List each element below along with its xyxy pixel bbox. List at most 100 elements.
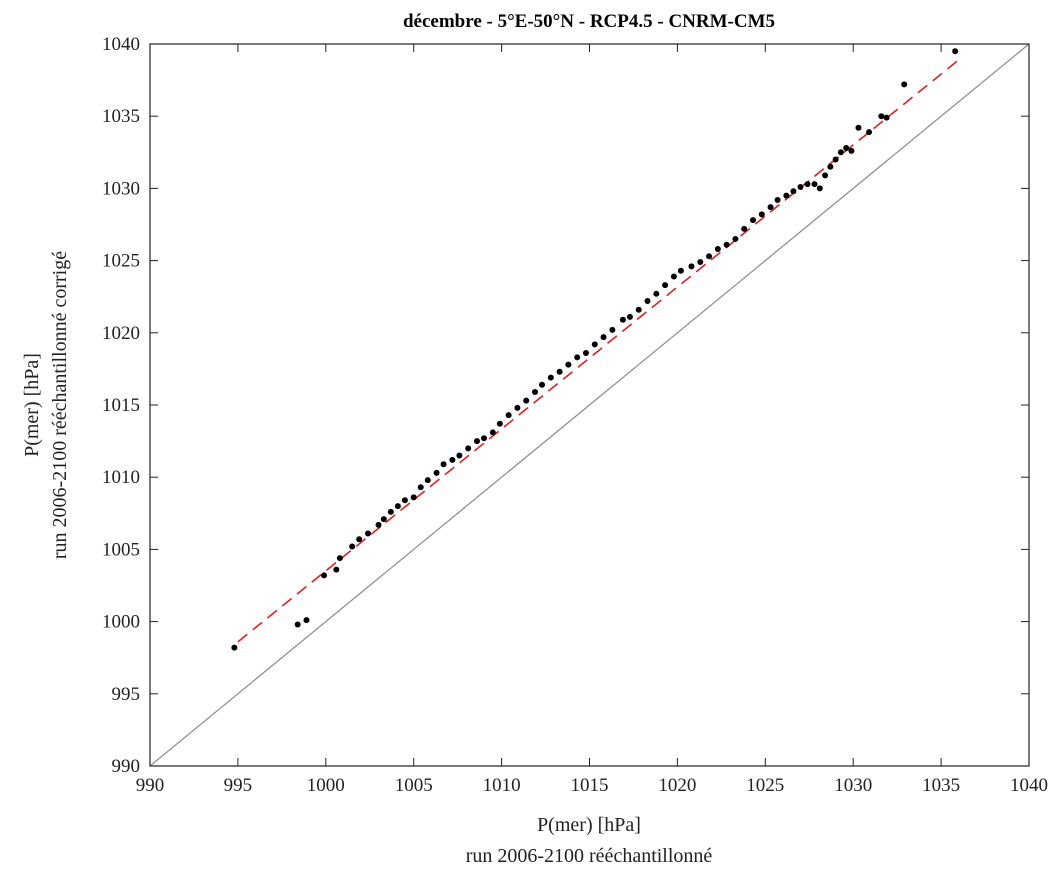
data-point — [767, 204, 774, 211]
data-point — [952, 48, 959, 55]
data-point — [303, 617, 310, 624]
identity-line — [149, 43, 1030, 767]
data-point — [433, 469, 440, 476]
y-tick-label: 1010 — [102, 467, 140, 488]
data-point — [523, 397, 530, 404]
y-tick-label: 1040 — [102, 34, 140, 55]
data-point — [901, 81, 908, 88]
data-point — [600, 334, 607, 341]
x-tick-label: 1030 — [834, 775, 872, 796]
data-point — [677, 267, 684, 274]
data-point — [440, 461, 447, 468]
data-point — [644, 298, 651, 305]
x-axis-label-line2: run 2006-2100 rééchantillonné — [466, 845, 713, 867]
data-point — [811, 181, 818, 188]
chart-title: décembre - 5°E-50°N - RCP4.5 - CNRM-CM5 — [403, 11, 775, 32]
data-point — [410, 494, 417, 501]
data-point — [424, 477, 431, 484]
data-point — [582, 350, 589, 357]
data-point — [732, 235, 739, 242]
y-tick-label: 990 — [112, 756, 141, 777]
x-tick-label: 1025 — [746, 775, 784, 796]
data-point — [231, 644, 238, 651]
data-point — [866, 129, 873, 136]
data-point — [496, 420, 503, 427]
data-point — [449, 456, 456, 463]
fit-line — [237, 59, 960, 643]
data-point — [532, 389, 539, 396]
data-point — [591, 341, 598, 348]
identity-layer — [149, 43, 1030, 767]
data-point — [565, 361, 572, 368]
data-point — [653, 290, 660, 297]
x-tick-label: 1035 — [922, 775, 960, 796]
data-point — [473, 438, 480, 445]
data-point — [465, 445, 472, 452]
data-point — [294, 621, 301, 628]
x-tick-label: 1005 — [395, 775, 433, 796]
data-point — [822, 172, 829, 179]
points-layer — [231, 48, 959, 651]
data-point — [364, 530, 371, 537]
data-point — [883, 114, 890, 121]
plot-area — [149, 43, 1030, 767]
data-point — [375, 521, 382, 528]
data-point — [505, 412, 512, 419]
data-point — [878, 113, 885, 120]
data-point — [848, 147, 855, 154]
data-point — [514, 404, 521, 411]
data-point — [706, 253, 713, 260]
y-tick-label: 1005 — [102, 539, 140, 560]
data-point — [387, 508, 394, 515]
data-point — [356, 536, 363, 543]
y-tick-label: 1015 — [102, 395, 140, 416]
data-point — [758, 211, 765, 218]
y-tick-label: 1000 — [102, 612, 140, 633]
data-point — [417, 484, 424, 491]
x-tick-label: 990 — [136, 775, 165, 796]
x-axis-ticks: 990 995 1000 1005 1010 1015 1020 1025 1030 1035 10… — [136, 44, 1048, 796]
y-axis-ticks: 990 995 1000 1005 1010 1015 1020 1025 1030 1035 10… — [102, 34, 1029, 777]
data-point — [336, 555, 343, 562]
data-point — [539, 381, 546, 388]
data-point — [547, 374, 554, 381]
data-point — [489, 429, 496, 436]
x-tick-label: 1010 — [483, 775, 521, 796]
data-point — [855, 124, 862, 131]
data-point — [380, 516, 387, 523]
data-point — [662, 282, 669, 289]
data-point — [832, 156, 839, 163]
x-tick-label: 1020 — [658, 775, 696, 796]
data-point — [783, 192, 790, 199]
data-point — [619, 316, 626, 323]
data-point — [574, 354, 581, 361]
data-point — [481, 435, 488, 442]
data-point — [843, 144, 850, 151]
data-point — [688, 263, 695, 270]
y-axis-label-line1: P(mer) [hPa] — [21, 353, 43, 457]
data-point — [797, 183, 804, 190]
y-axis-label-line2: run 2006-2100 rééchantillonné corrigé — [49, 251, 71, 559]
data-point — [837, 149, 844, 156]
data-point — [626, 313, 633, 320]
data-point — [321, 572, 328, 579]
data-point — [333, 566, 340, 573]
data-point — [804, 181, 811, 188]
data-point — [556, 368, 563, 375]
y-tick-label: 1035 — [102, 106, 140, 127]
data-point — [394, 503, 401, 510]
x-axis-label-line1: P(mer) [hPa] — [537, 814, 641, 836]
data-point — [723, 241, 730, 248]
data-point — [816, 185, 823, 192]
data-point — [349, 543, 356, 550]
x-tick-label: 1040 — [1010, 775, 1048, 796]
data-point — [635, 306, 642, 313]
data-point — [790, 188, 797, 195]
data-point — [670, 273, 677, 280]
y-tick-label: 995 — [112, 684, 141, 705]
data-point — [827, 163, 834, 170]
data-point — [456, 452, 463, 459]
data-point — [749, 217, 756, 224]
data-point — [714, 246, 721, 253]
